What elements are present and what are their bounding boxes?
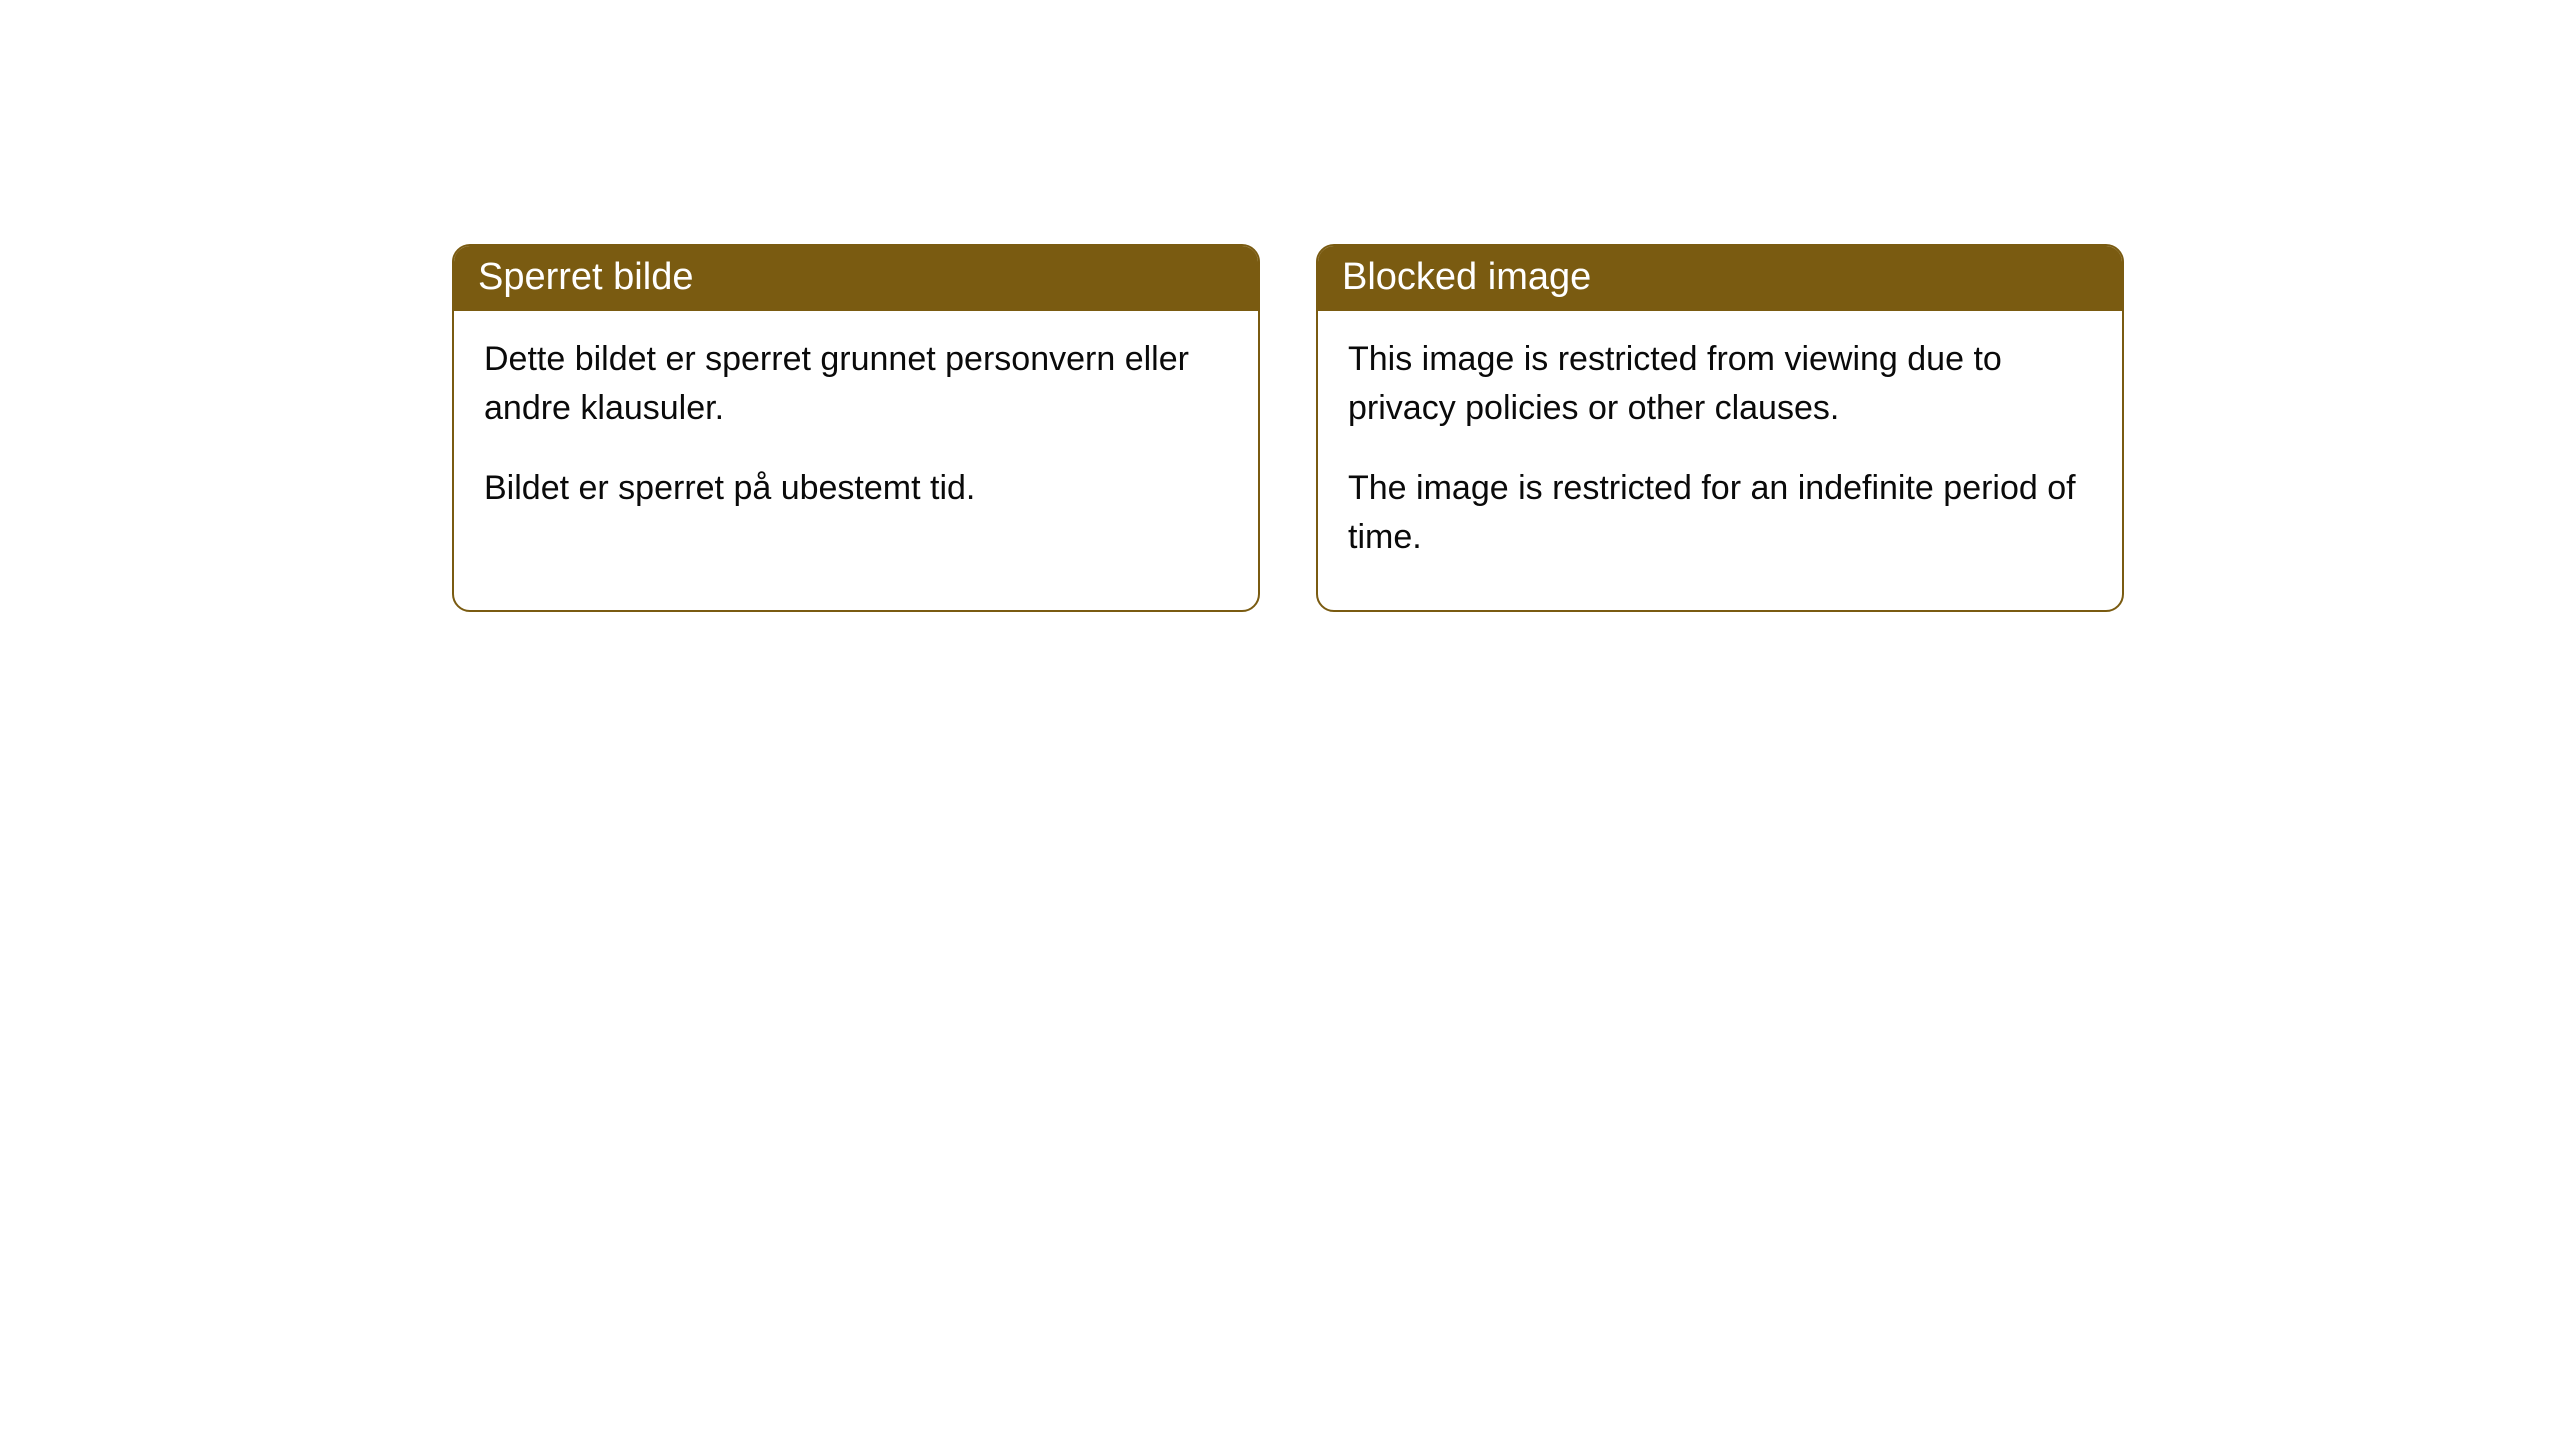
card-paragraph: The image is restricted for an indefinit… — [1348, 464, 2092, 563]
card-header: Blocked image — [1318, 246, 2122, 311]
card-body: Dette bildet er sperret grunnet personve… — [454, 311, 1258, 561]
card-header: Sperret bilde — [454, 246, 1258, 311]
notice-card-english: Blocked image This image is restricted f… — [1316, 244, 2124, 612]
notice-card-norwegian: Sperret bilde Dette bildet er sperret gr… — [452, 244, 1260, 612]
card-title: Blocked image — [1342, 256, 1591, 298]
card-paragraph: This image is restricted from viewing du… — [1348, 335, 2092, 434]
card-paragraph: Dette bildet er sperret grunnet personve… — [484, 335, 1228, 434]
notice-cards-container: Sperret bilde Dette bildet er sperret gr… — [452, 244, 2560, 612]
card-title: Sperret bilde — [478, 256, 693, 298]
card-paragraph: Bildet er sperret på ubestemt tid. — [484, 464, 1228, 513]
card-body: This image is restricted from viewing du… — [1318, 311, 2122, 610]
